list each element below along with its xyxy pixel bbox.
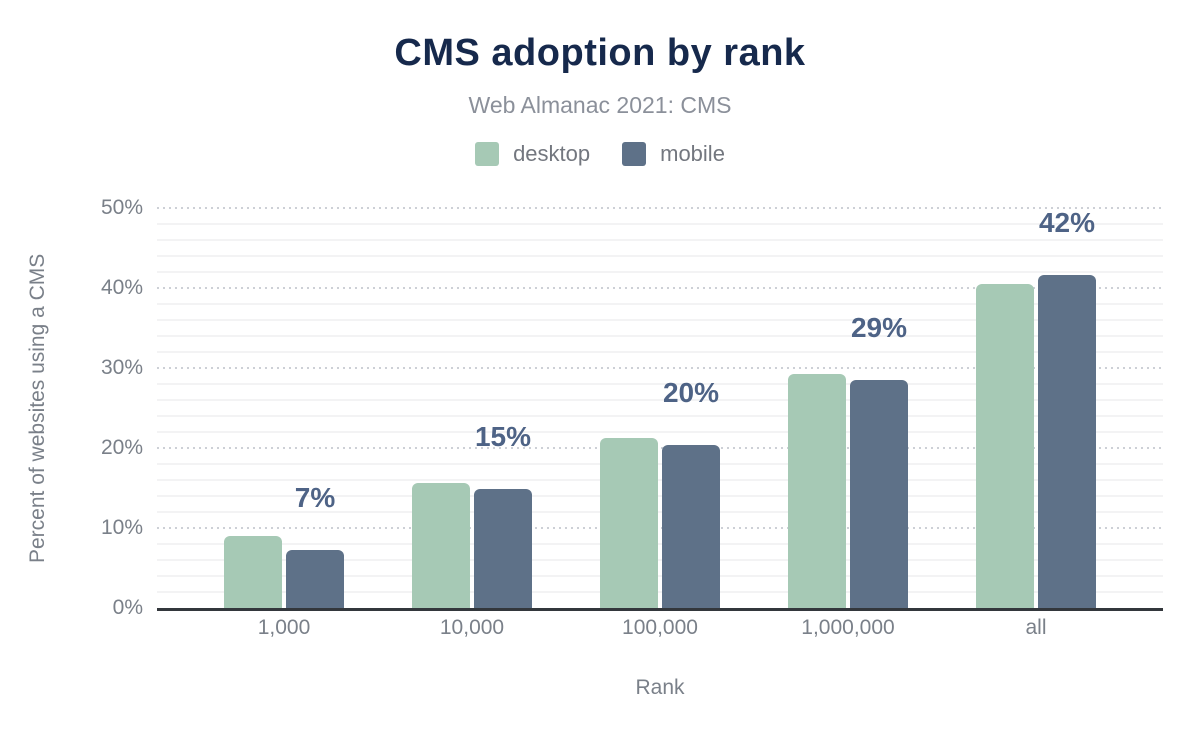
- bar-group-1000: 7%: [190, 208, 378, 608]
- x-tick-label: all: [1025, 616, 1047, 639]
- y-axis-ticks: 0% 10% 20% 30% 40% 50%: [0, 196, 143, 619]
- major-gridline: [157, 287, 1163, 289]
- desktop-bar: [976, 284, 1034, 608]
- x-tick-label: 1,000: [257, 616, 311, 639]
- bar-group-100000: 20%: [566, 208, 754, 608]
- bar-group-1000000: 29%: [754, 208, 942, 608]
- value-annotation: 20%: [662, 376, 720, 408]
- desktop-bar: [224, 536, 282, 608]
- mobile-bar: [850, 380, 908, 608]
- x-tick-label: 1,000,000: [801, 616, 895, 639]
- y-tick-label: 20%: [100, 436, 143, 459]
- mobile-bar: [662, 444, 720, 608]
- desktop-bar: [600, 438, 658, 608]
- minor-gridline: [157, 399, 1163, 401]
- bar-group-10000: 15%: [378, 208, 566, 608]
- legend-item-desktop: desktop: [475, 141, 590, 167]
- bar-group-all: 42%: [942, 207, 1130, 608]
- minor-gridline: [157, 383, 1163, 385]
- minor-gridline: [157, 415, 1163, 417]
- minor-gridline: [157, 511, 1163, 513]
- desktop-bar: [412, 483, 470, 608]
- value-annotation: 7%: [294, 481, 336, 513]
- value-annotation: 42%: [1038, 207, 1096, 239]
- minor-gridline: [157, 559, 1163, 561]
- legend: desktop mobile: [0, 141, 1200, 167]
- chart-subtitle: Web Almanac 2021: CMS: [468, 92, 732, 118]
- legend-label-mobile: mobile: [660, 141, 725, 166]
- x-axis-title: Rank: [635, 676, 685, 699]
- minor-gridline: [157, 319, 1163, 321]
- value-annotation: 15%: [474, 420, 532, 452]
- legend-label-desktop: desktop: [513, 141, 591, 166]
- minor-gridline: [157, 271, 1163, 273]
- minor-gridline: [157, 495, 1163, 497]
- y-tick-label: 30%: [100, 356, 143, 379]
- minor-gridline: [157, 479, 1163, 481]
- mobile-bar: [286, 549, 344, 608]
- minor-gridline: [157, 303, 1163, 305]
- major-gridline: [157, 527, 1163, 529]
- bar-pair: [942, 275, 1130, 608]
- minor-gridline: [157, 591, 1163, 593]
- x-axis-ticks: 1,000 10,000 100,000 1,000,000 all: [157, 616, 1163, 640]
- x-tick-label: 10,000: [439, 616, 505, 639]
- minor-gridline: [157, 223, 1163, 225]
- minor-gridline: [157, 335, 1163, 337]
- bar-pair: [378, 483, 566, 608]
- chart-title: CMS adoption by rank: [394, 32, 806, 74]
- value-annotation: 29%: [850, 312, 908, 343]
- y-tick-label: 50%: [100, 196, 143, 219]
- y-tick-label: 10%: [100, 516, 143, 539]
- major-gridline: [157, 207, 1163, 209]
- minor-gridline: [157, 463, 1163, 465]
- legend-item-mobile: mobile: [622, 141, 725, 167]
- bar-pair: [566, 438, 754, 608]
- minor-gridline: [157, 575, 1163, 577]
- major-gridline: [157, 367, 1163, 369]
- bars-row: 7% 15% 20% 29% 42%: [190, 207, 1130, 608]
- minor-gridline: [157, 543, 1163, 545]
- mobile-bar: [1038, 275, 1096, 608]
- mobile-swatch-icon: [622, 142, 647, 166]
- minor-gridline: [157, 431, 1163, 433]
- desktop-swatch-icon: [475, 142, 500, 166]
- minor-gridline: [157, 239, 1163, 241]
- bar-pair: [754, 374, 942, 608]
- minor-gridline: [157, 351, 1163, 353]
- y-tick-label: 0%: [112, 596, 143, 619]
- desktop-bar: [788, 374, 846, 608]
- major-gridline: [157, 447, 1163, 449]
- bar-pair: [190, 536, 378, 608]
- minor-gridline: [157, 255, 1163, 257]
- y-tick-label: 40%: [100, 276, 143, 299]
- x-tick-label: 100,000: [622, 616, 698, 639]
- mobile-bar: [474, 488, 532, 608]
- plot-area: 7% 15% 20% 29% 42%: [157, 207, 1163, 611]
